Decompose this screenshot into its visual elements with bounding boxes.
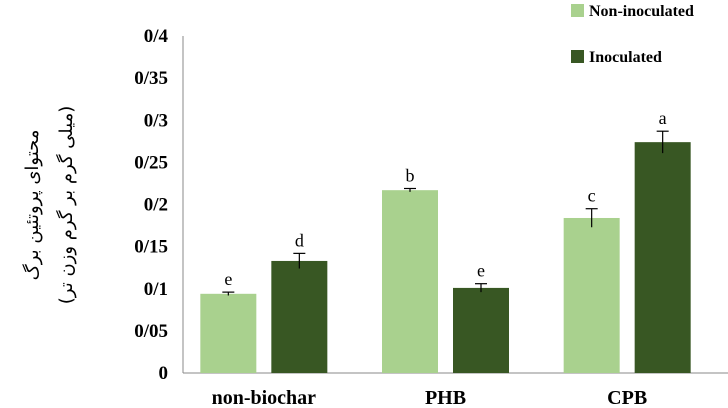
- y-tick-label: 0/15: [134, 237, 168, 258]
- y-tick-label: 0/2: [144, 195, 168, 216]
- legend-label: Non-inoculated: [589, 3, 694, 20]
- legend-swatch: [571, 50, 584, 63]
- significance-letter: d: [295, 230, 304, 250]
- y-tick-label: 0/35: [134, 68, 168, 89]
- significance-letter: e: [477, 261, 485, 281]
- legend-swatch: [571, 4, 584, 17]
- bars: [200, 142, 691, 373]
- category-labels: non-biochar PHB CPB: [212, 387, 648, 408]
- y-tick-label: 0: [159, 363, 169, 384]
- category-label: non-biochar: [212, 387, 317, 408]
- significance-letter: b: [406, 165, 415, 185]
- category-label: PHB: [425, 387, 466, 408]
- y-tick-labels: 0 0/05 0/1 0/15 0/2 0/25 0/3 0/35 0/4: [134, 26, 168, 384]
- legend: Non-inoculated Inoculated: [571, 3, 694, 66]
- y-tick-label: 0/25: [134, 152, 168, 173]
- bar: [271, 260, 328, 373]
- significance-letter: c: [588, 186, 596, 206]
- bar: [563, 217, 620, 373]
- error-bars: [222, 130, 669, 296]
- bar: [200, 293, 257, 373]
- y-tick-label: 0/4: [144, 26, 169, 47]
- category-label: CPB: [607, 387, 647, 408]
- y-axis-title-line2: (میلی گرم بر گرم وزن تر): [55, 106, 77, 304]
- bar: [382, 190, 438, 373]
- y-axis-title: محتوای پروتئین برگ (میلی گرم بر گرم وزن …: [22, 106, 77, 304]
- significance-letter: a: [659, 108, 667, 128]
- legend-label: Inoculated: [589, 49, 662, 66]
- bar: [634, 142, 691, 373]
- significance-letter: e: [224, 269, 232, 289]
- significance-letters: e d b e c a: [224, 108, 666, 289]
- y-axis-title-line1: محتوای پروتئین برگ: [22, 130, 43, 281]
- bar: [453, 287, 509, 373]
- y-tick-label: 0/05: [134, 321, 168, 342]
- y-tick-label: 0/3: [144, 110, 168, 131]
- y-tick-label: 0/1: [144, 279, 168, 300]
